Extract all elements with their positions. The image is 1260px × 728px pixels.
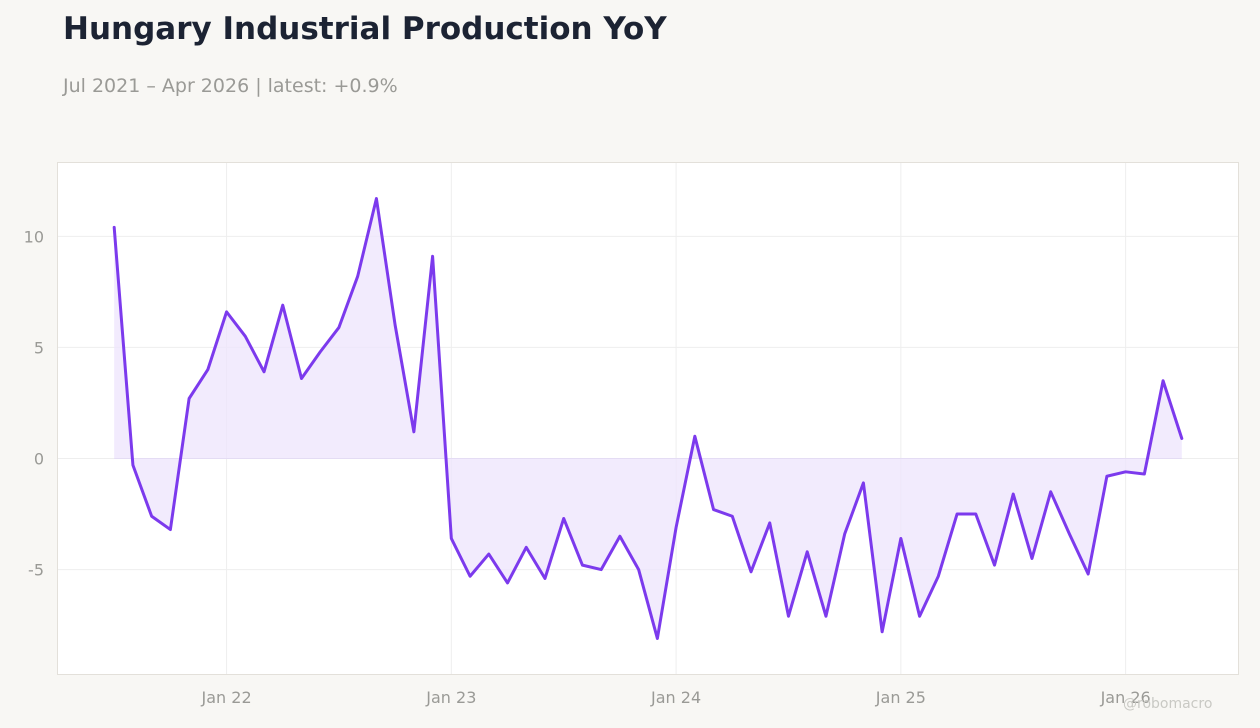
data-point: [318, 350, 322, 354]
data-point: [1105, 474, 1109, 478]
y-tick-label: 0: [34, 449, 44, 468]
x-tick-label: Jan 22: [201, 688, 252, 707]
data-point: [1086, 572, 1090, 576]
watermark: @robomacro: [1123, 696, 1213, 712]
data-point: [131, 463, 135, 467]
area-fill-path: [114, 198, 1182, 639]
data-point: [918, 614, 922, 618]
y-axis-ticks: -5 0 5 10: [24, 227, 44, 579]
data-point: [805, 550, 809, 554]
x-tick-label: Jan 23: [425, 688, 476, 707]
data-point: [356, 274, 360, 278]
x-tick-label: Jan 24: [650, 688, 701, 707]
data-point: [543, 576, 547, 580]
series-line: [112, 197, 1184, 640]
data-point: [693, 434, 697, 438]
data-point: [674, 525, 678, 529]
data-point: [861, 481, 865, 485]
data-point: [1124, 470, 1128, 474]
data-point: [655, 636, 659, 640]
x-axis-ticks: Jan 22 Jan 23 Jan 24 Jan 25 Jan 26: [201, 688, 1151, 707]
data-point: [824, 614, 828, 618]
area-fill: [114, 198, 1182, 639]
y-tick-label: 5: [34, 338, 44, 357]
data-point: [112, 225, 116, 229]
data-point: [374, 197, 378, 201]
data-point: [262, 370, 266, 374]
data-point: [281, 303, 285, 307]
x-tick-label: Jan 25: [875, 688, 926, 707]
series-line-group: [112, 197, 1184, 640]
data-point: [768, 521, 772, 525]
data-point: [524, 545, 528, 549]
data-point: [506, 581, 510, 585]
data-point: [1142, 472, 1146, 476]
data-point: [843, 532, 847, 536]
y-tick-label: 10: [24, 227, 44, 246]
chart-title: Hungary Industrial Production YoY: [63, 11, 667, 47]
data-point: [225, 310, 229, 314]
data-point: [712, 508, 716, 512]
y-tick-label: -5: [28, 561, 44, 580]
data-point: [431, 254, 435, 258]
data-point: [150, 514, 154, 518]
data-point: [993, 563, 997, 567]
data-point: [1161, 379, 1165, 383]
data-point: [786, 614, 790, 618]
data-point: [599, 568, 603, 572]
data-point: [168, 528, 172, 532]
data-point: [187, 397, 191, 401]
data-point: [580, 563, 584, 567]
data-point: [936, 574, 940, 578]
data-point: [412, 430, 416, 434]
data-point: [206, 368, 210, 372]
data-point: [337, 325, 341, 329]
data-point: [562, 516, 566, 520]
chart-subtitle: Jul 2021 – Apr 2026 | latest: +0.9%: [63, 75, 398, 97]
data-point: [730, 514, 734, 518]
data-point: [299, 377, 303, 381]
data-point: [1049, 490, 1053, 494]
data-point: [618, 534, 622, 538]
data-point: [468, 574, 472, 578]
data-point: [243, 334, 247, 338]
data-point: [749, 570, 753, 574]
data-point: [637, 568, 641, 572]
data-point: [974, 512, 978, 516]
data-point: [1180, 437, 1184, 441]
data-point: [1011, 492, 1015, 496]
data-point: [880, 630, 884, 634]
data-point: [899, 536, 903, 540]
data-point: [1067, 532, 1071, 536]
data-point: [1030, 556, 1034, 560]
data-point: [487, 552, 491, 556]
data-point: [393, 323, 397, 327]
data-point: [955, 512, 959, 516]
x-tick-label: Jan 26: [1100, 688, 1151, 707]
data-point: [449, 536, 453, 540]
